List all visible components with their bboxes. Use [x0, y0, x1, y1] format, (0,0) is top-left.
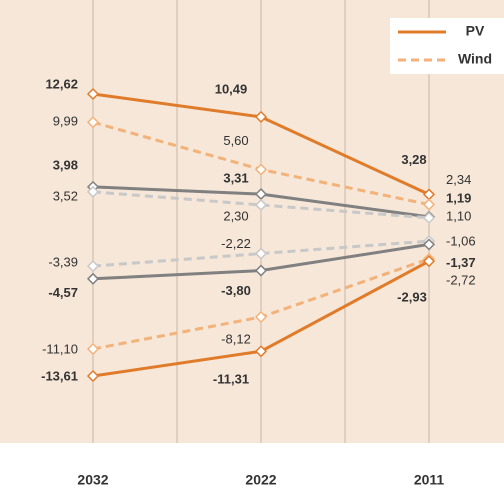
data-label: -3,80	[221, 283, 251, 298]
data-label: 3,52	[53, 188, 78, 203]
point-marker	[86, 369, 100, 383]
data-label: 1,10	[446, 208, 471, 223]
data-label: -2,72	[446, 272, 476, 287]
point-marker	[86, 260, 100, 273]
point-marker	[254, 247, 268, 260]
point-marker	[254, 110, 268, 123]
data-label: -4,57	[48, 285, 78, 300]
data-label: 1,19	[446, 190, 471, 205]
point-marker	[86, 185, 100, 198]
point-marker	[86, 87, 100, 101]
point-marker	[254, 345, 268, 358]
x-tick-label: 2011	[414, 472, 445, 488]
data-label: 9,99	[53, 114, 78, 129]
point-marker	[86, 272, 100, 285]
data-label: 2,30	[223, 208, 248, 223]
point-marker	[254, 198, 268, 212]
series-line	[92, 190, 430, 220]
data-label: -1,37	[446, 255, 476, 270]
data-label: -3,39	[48, 255, 78, 270]
point-marker	[422, 198, 436, 211]
point-marker	[254, 264, 268, 277]
point-marker	[254, 163, 268, 176]
legend	[390, 18, 504, 74]
data-label: -2,22	[221, 236, 251, 251]
point-marker	[422, 211, 436, 224]
series-line	[92, 239, 430, 268]
data-label: -11,31	[213, 372, 249, 387]
x-tick-label: 2032	[77, 472, 108, 488]
data-label: 12,62	[45, 76, 78, 91]
data-label: 10,49	[215, 81, 248, 96]
data-label: -2,93	[397, 290, 427, 305]
legend-label: PV	[466, 23, 485, 39]
data-label: -11,10	[42, 341, 78, 356]
legend-label: Wind	[458, 51, 492, 67]
point-marker	[422, 255, 436, 268]
data-label: 5,60	[223, 133, 248, 148]
data-label: 3,28	[401, 152, 426, 167]
data-label: -13,61	[41, 368, 78, 383]
data-label: -1,06	[446, 234, 476, 249]
data-label: -8,12	[221, 331, 251, 346]
x-tick-label: 2022	[245, 472, 276, 488]
point-marker	[86, 116, 100, 129]
point-marker	[254, 310, 268, 324]
point-marker	[86, 342, 100, 356]
data-label: 3,98	[53, 157, 78, 172]
data-label: 2,34	[446, 172, 471, 187]
grid	[92, 0, 430, 443]
point-marker	[422, 238, 436, 251]
data-label: 3,31	[223, 171, 248, 186]
